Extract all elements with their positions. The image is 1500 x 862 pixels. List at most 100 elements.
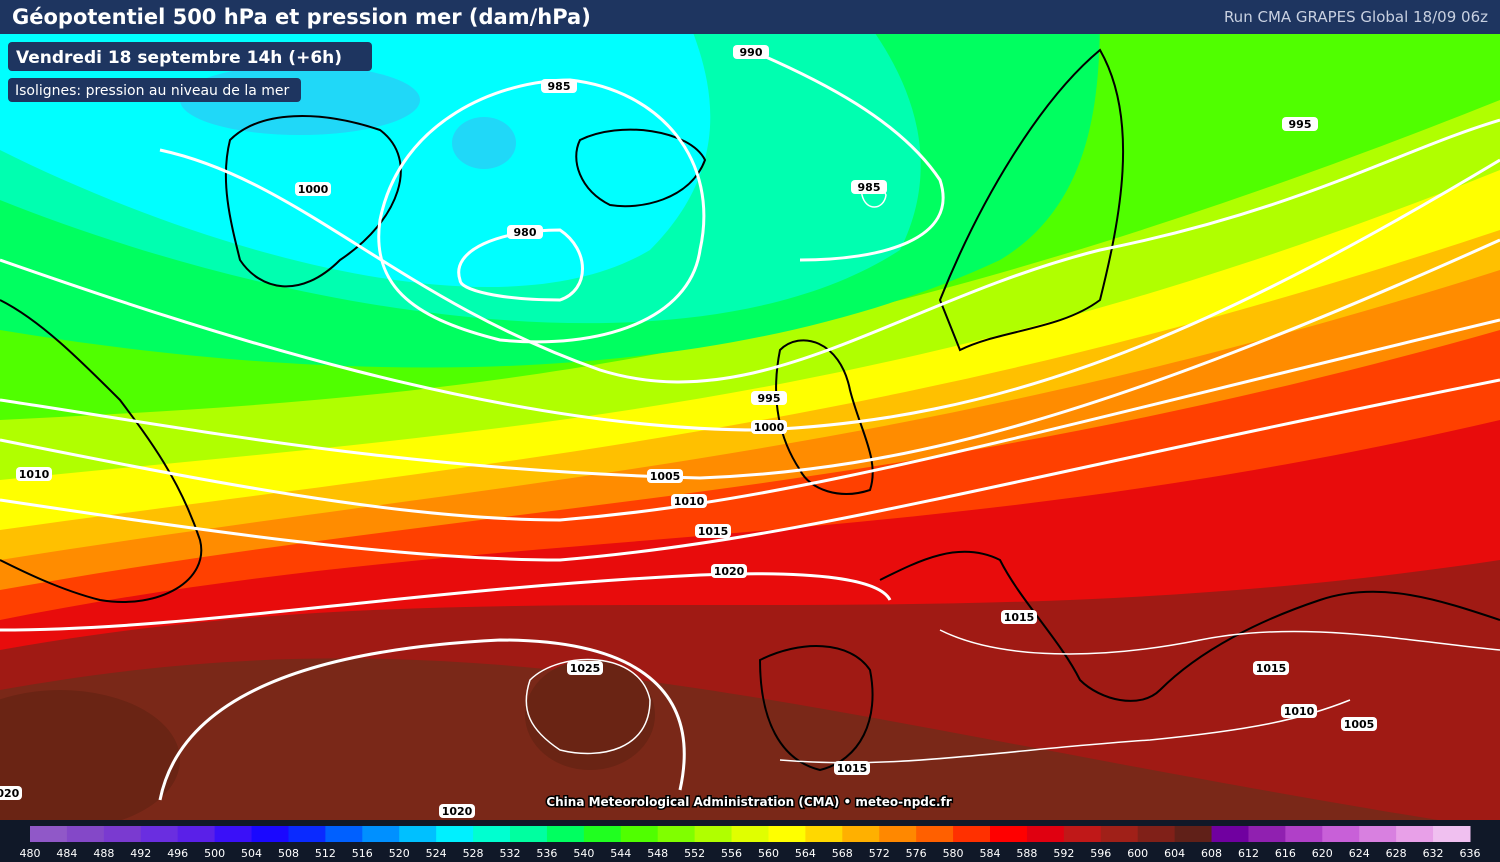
scale-swatch bbox=[731, 826, 769, 842]
isobar-label-box bbox=[1253, 661, 1289, 675]
scale-label: 560 bbox=[758, 847, 779, 860]
isobar-label: 1005 bbox=[1344, 718, 1375, 731]
note: Isolignes: pression au niveau de la mer bbox=[15, 83, 290, 99]
scale-label: 524 bbox=[426, 847, 447, 860]
scale-label: 628 bbox=[1386, 847, 1407, 860]
isobar-label-box bbox=[751, 391, 787, 405]
scale-swatch bbox=[1433, 826, 1471, 842]
scale-label: 540 bbox=[573, 847, 594, 860]
isobar-label-box bbox=[439, 804, 475, 818]
subtitle-box bbox=[8, 42, 372, 71]
scale-label: 488 bbox=[93, 847, 114, 860]
scale-label: 596 bbox=[1090, 847, 1111, 860]
scale-swatch bbox=[1137, 826, 1176, 842]
isobar-label-box bbox=[1341, 717, 1377, 731]
scale-label: 480 bbox=[20, 847, 41, 860]
field bbox=[0, 0, 1500, 830]
scale-swatch bbox=[842, 826, 880, 842]
isobar-label-box bbox=[1001, 610, 1037, 624]
scale-label: 588 bbox=[1016, 847, 1037, 860]
isobar-label-box bbox=[16, 467, 52, 481]
isobar-label-box bbox=[507, 225, 543, 239]
scale-swatch bbox=[657, 826, 696, 842]
scale-swatch bbox=[288, 826, 326, 842]
scale-label: 500 bbox=[204, 847, 225, 860]
scale-swatch bbox=[140, 826, 179, 842]
isobar-label: 1015 bbox=[1256, 662, 1287, 675]
isobar-label-box bbox=[851, 180, 887, 194]
scale-label: 544 bbox=[610, 847, 631, 860]
isobar-label: 995 bbox=[758, 392, 781, 405]
scale-swatch bbox=[916, 826, 954, 842]
scale-swatch bbox=[1322, 826, 1360, 842]
scale-label: 536 bbox=[536, 847, 557, 860]
isobar-label: 1020 bbox=[0, 787, 20, 800]
isobar-label-box bbox=[295, 182, 331, 196]
scale-swatch bbox=[473, 826, 511, 842]
scale-swatch bbox=[362, 826, 400, 842]
scale-swatch bbox=[214, 826, 253, 842]
isobar-label-box bbox=[1281, 704, 1317, 718]
isobar-label: 1015 bbox=[837, 762, 868, 775]
isobar-label-box bbox=[0, 786, 22, 800]
scale-label: 516 bbox=[352, 847, 373, 860]
scale-swatch bbox=[546, 826, 585, 842]
scale-swatch bbox=[1285, 826, 1323, 842]
isobar-label-box bbox=[751, 420, 787, 434]
isobar-label-box bbox=[541, 79, 577, 93]
scale-label: 612 bbox=[1238, 847, 1259, 860]
isobar-label: 1000 bbox=[754, 421, 785, 434]
isobar-labels: 990 985 995 1000 985 980 1010 995 1000 1005 1010 10… bbox=[0, 45, 1377, 818]
isobar-label-box bbox=[834, 761, 870, 775]
run-info: Run CMA GRAPES Global 18/09 06z bbox=[1224, 8, 1488, 26]
scale-swatch bbox=[325, 826, 363, 842]
isobar-label: 1000 bbox=[298, 183, 329, 196]
scale-label: 576 bbox=[906, 847, 927, 860]
isobar-label: 1020 bbox=[714, 565, 745, 578]
scale-label: 580 bbox=[943, 847, 964, 860]
scale-label: 552 bbox=[684, 847, 705, 860]
isobar-label: 1010 bbox=[1284, 705, 1315, 718]
scale-label: 600 bbox=[1127, 847, 1148, 860]
scale-label: 624 bbox=[1349, 847, 1370, 860]
scale-label: 512 bbox=[315, 847, 336, 860]
subtitle: Vendredi 18 septembre 14h (+6h) bbox=[16, 48, 342, 68]
scale-label: 632 bbox=[1423, 847, 1444, 860]
isobar-label-box bbox=[671, 494, 707, 508]
scale-label: 636 bbox=[1460, 847, 1481, 860]
scale-label: 520 bbox=[389, 847, 410, 860]
isobar-label: 985 bbox=[548, 80, 571, 93]
scale-label: 568 bbox=[832, 847, 853, 860]
isobar-label-box bbox=[711, 564, 747, 578]
scale-label: 616 bbox=[1275, 847, 1296, 860]
scale-label: 608 bbox=[1201, 847, 1222, 860]
isobar-label-box bbox=[647, 469, 683, 483]
scale-swatch bbox=[1100, 826, 1139, 842]
isobar-label: 1025 bbox=[570, 662, 601, 675]
scale-swatch bbox=[1396, 826, 1434, 842]
isobar-label: 995 bbox=[1289, 118, 1312, 131]
note-box bbox=[8, 78, 301, 102]
isobar-label: 985 bbox=[858, 181, 881, 194]
scale-swatch bbox=[1211, 826, 1249, 842]
scale-swatch bbox=[103, 826, 142, 842]
scale-swatch bbox=[30, 826, 68, 842]
scale-label: 492 bbox=[130, 847, 151, 860]
isobar-label: 1020 bbox=[442, 805, 473, 818]
scale-label: 548 bbox=[647, 847, 668, 860]
color-scale: 480 484 488 492 496 500 504 508 512 516 520 524 528 5… bbox=[20, 826, 1481, 860]
scale-swatch bbox=[620, 826, 659, 842]
scale-swatch bbox=[990, 826, 1028, 842]
isobar-label: 1015 bbox=[1004, 611, 1035, 624]
isobar-label: 990 bbox=[740, 46, 763, 59]
isobar-label-box bbox=[1282, 117, 1318, 131]
scale-label: 484 bbox=[56, 847, 77, 860]
scale-label: 584 bbox=[980, 847, 1001, 860]
scale-label: 604 bbox=[1164, 847, 1185, 860]
scale-swatch bbox=[1063, 826, 1102, 842]
scale-swatch bbox=[879, 826, 917, 842]
scale-swatch bbox=[66, 826, 105, 842]
scale-swatch bbox=[583, 826, 622, 842]
isobar-label: 1010 bbox=[674, 495, 705, 508]
